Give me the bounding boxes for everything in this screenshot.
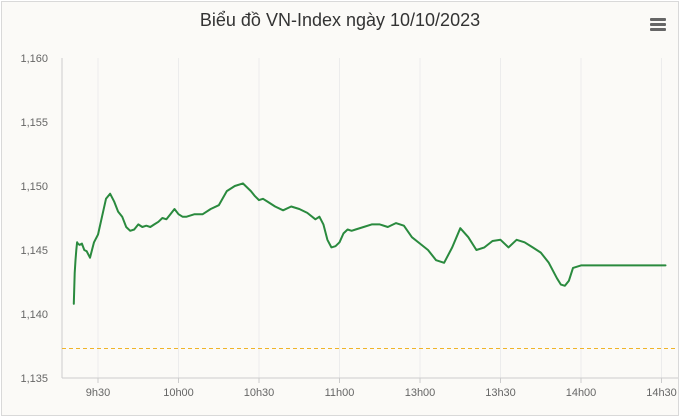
x-tick-label: 11h00 xyxy=(325,387,355,399)
chart-menu-button[interactable] xyxy=(646,12,670,36)
menu-icon-bar xyxy=(650,23,666,26)
series-line xyxy=(72,182,667,305)
x-tick-label: 10h30 xyxy=(244,387,275,399)
x-tick-label: 14h00 xyxy=(566,387,597,399)
x-tick-label: 10h00 xyxy=(163,387,194,399)
chart-title: Biểu đồ VN-Index ngày 10/10/2023 xyxy=(199,10,481,30)
y-tick-label: 1,155 xyxy=(20,117,48,129)
x-tick-label: 13h00 xyxy=(405,387,436,399)
y-tick-label: 1,140 xyxy=(20,309,48,321)
x-tick-label: 14h30 xyxy=(646,387,677,399)
x-tick-label: 9h30 xyxy=(86,387,110,399)
y-tick-label: 1,160 xyxy=(20,53,48,65)
x-tick-label: 13h30 xyxy=(485,387,516,399)
y-tick-label: 1,135 xyxy=(20,373,48,385)
menu-icon xyxy=(650,18,666,21)
y-tick-label: 1,150 xyxy=(20,181,48,193)
y-tick-label: 1,145 xyxy=(20,245,48,257)
menu-icon-bar xyxy=(650,28,666,31)
